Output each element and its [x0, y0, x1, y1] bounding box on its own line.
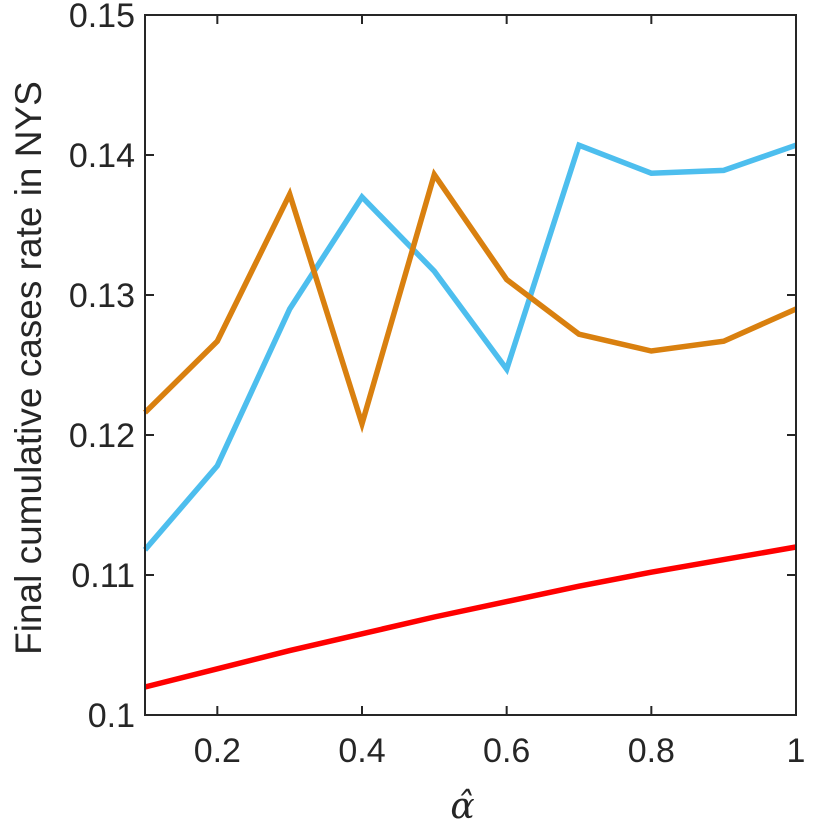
y-tick-label: 0.13 — [69, 277, 135, 315]
y-axis-label: Final cumulative cases rate in NYS — [8, 81, 49, 655]
y-tick-labels: 0.1 0.11 0.12 0.13 0.14 0.15 — [69, 0, 135, 735]
x-tick-label: 0.2 — [194, 732, 241, 770]
series-layer — [142, 141, 798, 690]
y-tick-label: 0.12 — [69, 417, 135, 455]
x-tick-labels: 0.2 0.4 0.6 0.8 1 — [194, 732, 806, 770]
y-tick-label: 0.11 — [71, 557, 135, 595]
x-tick-label: 0.6 — [483, 732, 530, 770]
series-line-2 — [143, 168, 798, 434]
x-tick-label: 1 — [787, 732, 806, 770]
x-tick-label: 0.4 — [338, 732, 385, 770]
x-tick-label: 0.8 — [628, 732, 675, 770]
y-tick-label: 0.14 — [69, 137, 135, 175]
y-tick-label: 0.1 — [88, 697, 135, 735]
x-axis-label: α̂ — [450, 786, 474, 827]
series-line-3 — [144, 544, 797, 690]
plot-frame — [144, 14, 797, 716]
y-tick-label: 0.15 — [69, 0, 135, 35]
series-line-1 — [142, 141, 797, 552]
